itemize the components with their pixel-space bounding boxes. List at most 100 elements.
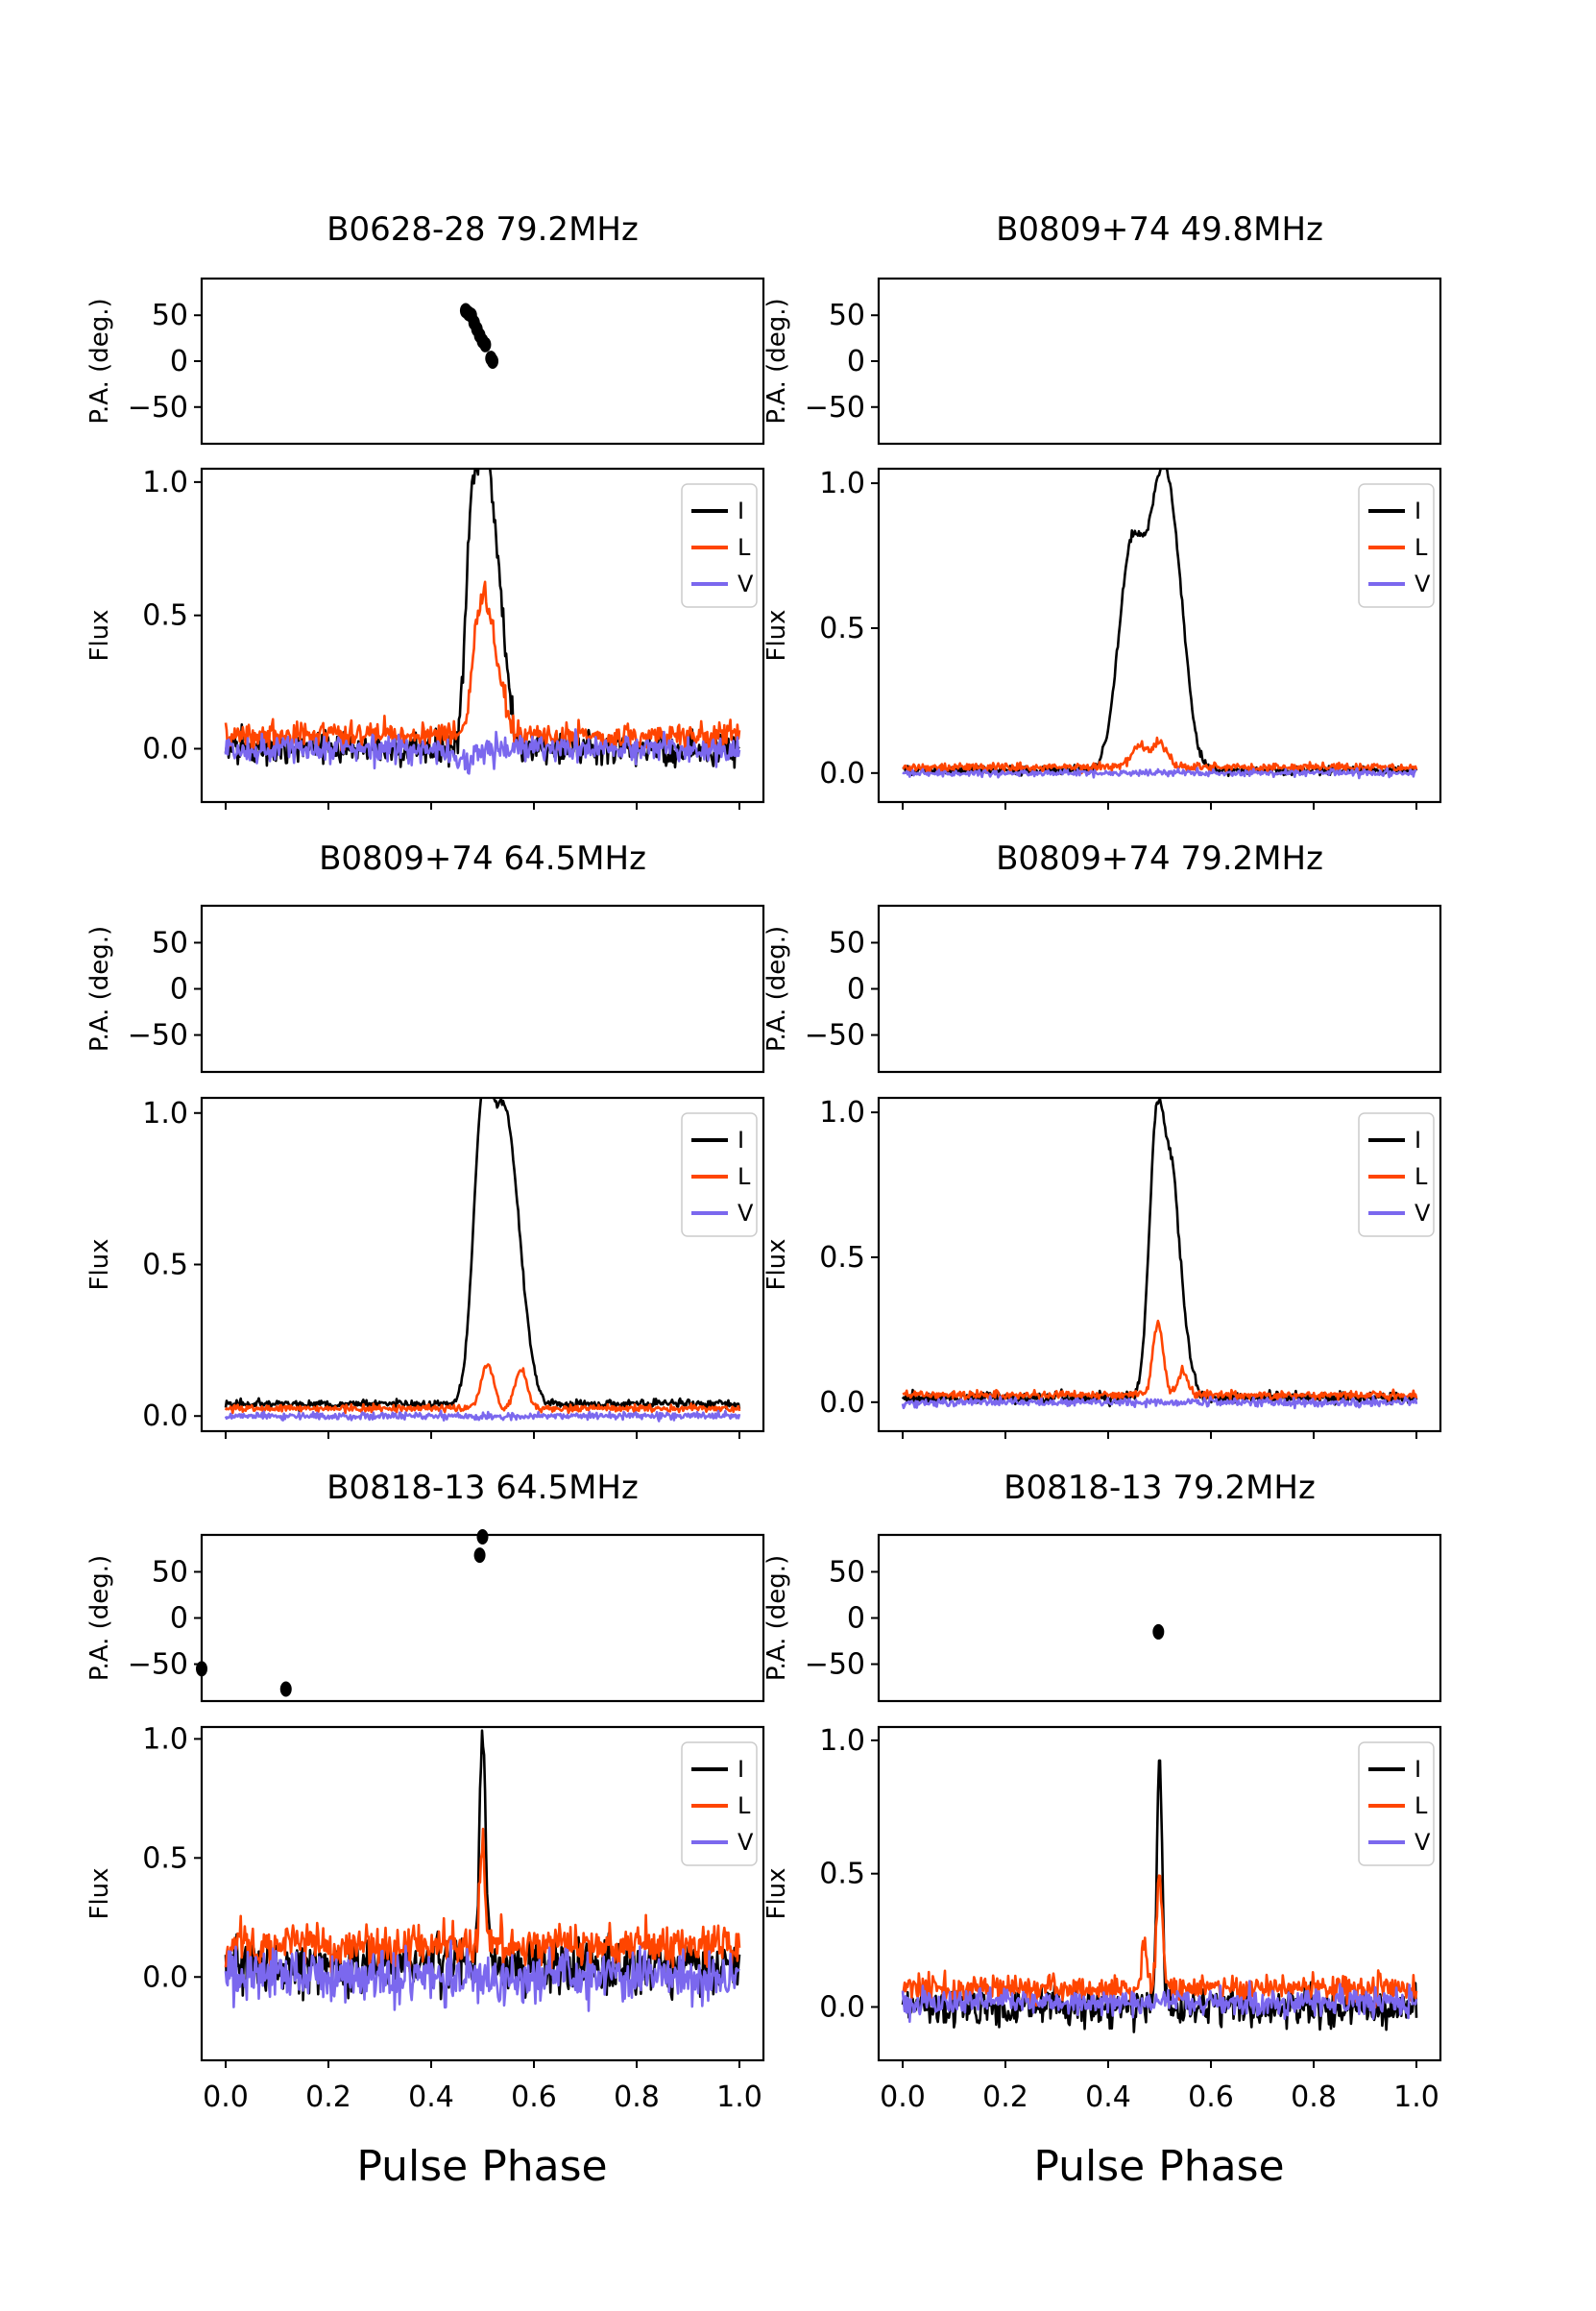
panel-1-legend-label-V: V xyxy=(738,571,754,597)
panel-2-legend-label-V: V xyxy=(1415,571,1431,597)
panel-6-flux-ytick-label: 1.0 xyxy=(819,1724,865,1758)
panel-6-pa-ytick-label: −50 xyxy=(805,1648,865,1682)
panel-6-pa-point xyxy=(1152,1623,1165,1640)
panel-3-flux-ylabel: Flux xyxy=(85,1238,114,1290)
panel-2: B0809+74 49.8MHz 50 0 −50 P.A. (deg.) 0.0 0.5 1… xyxy=(762,210,1442,810)
panel-6-flux-xtick-label: 1.0 xyxy=(1393,2080,1439,2114)
panel-2-series-V xyxy=(902,766,1417,780)
panel-1: B0628-28 79.2MHz 50 0 −50 P.A. (deg.) 0.0 0.5 1… xyxy=(85,210,765,810)
panel-6-pa-ytick-label: 0 xyxy=(847,1602,865,1636)
panel-2-flux-ytick-label: 0.0 xyxy=(819,757,865,791)
panel-4-flux-ytick-label: 0.5 xyxy=(819,1241,865,1275)
panel-6-flux-xtick-label: 0.0 xyxy=(880,2080,926,2114)
panel-1-pa-ytick-label: 50 xyxy=(152,299,188,332)
panel-3-series-L xyxy=(224,1363,741,1415)
panel-1-pa-point xyxy=(479,336,492,353)
panel-1-pa-ytick-label: −50 xyxy=(128,391,188,425)
panel-5-flux-xtick-label: 1.0 xyxy=(716,2080,762,2114)
panel-5-pa-ytick-label: 50 xyxy=(152,1555,188,1589)
panel-6-series-V xyxy=(901,1980,1418,2024)
panel-6-pa-ylabel: P.A. (deg.) xyxy=(762,1555,791,1681)
panel-3-flux-ytick-label: 0.5 xyxy=(142,1249,188,1282)
panel-2-pa-ytick-label: 0 xyxy=(847,345,865,378)
panel-5-flux-xtick-label: 0.8 xyxy=(614,2080,660,2114)
panel-1-series-L xyxy=(224,580,741,752)
x-axis-label-right: Pulse Phase xyxy=(1033,2142,1284,2191)
panel-5-flux-ytick-label: 1.0 xyxy=(142,1722,188,1756)
panel-5: B0818-13 64.5MHz 50 0 −50 P.A. (deg.) 0.0 0.5 1… xyxy=(85,1469,765,2114)
panel-6-flux-ylabel: Flux xyxy=(762,1867,791,1919)
panel-3-title: B0809+74 64.5MHz xyxy=(319,839,646,878)
panel-5-pa-ylabel: P.A. (deg.) xyxy=(85,1555,114,1681)
panel-5-pa-point xyxy=(196,1661,207,1677)
panel-6-flux-axes xyxy=(877,1725,1442,2062)
panel-1-series-V xyxy=(224,728,741,775)
panel-6-title: B0818-13 79.2MHz xyxy=(1004,1469,1316,1507)
panel-2-series-L xyxy=(902,736,1418,775)
panel-1-title: B0628-28 79.2MHz xyxy=(326,210,639,249)
panel-5-flux-xtick-label: 0.6 xyxy=(511,2080,557,2114)
x-axis-label-left: Pulse Phase xyxy=(356,2142,607,2191)
panel-5-flux-ytick-label: 0.5 xyxy=(142,1841,188,1875)
panel-2-legend-label-L: L xyxy=(1415,534,1428,561)
panel-4-pa-ytick-label: 50 xyxy=(829,926,865,960)
panel-4-title: B0809+74 79.2MHz xyxy=(996,839,1323,878)
panel-3-pa-ytick-label: 50 xyxy=(152,926,188,960)
panel-5-flux-xtick-label: 0.0 xyxy=(203,2080,249,2114)
panel-4-flux-axes xyxy=(877,1096,1442,1433)
panel-5-flux-ytick-label: 0.0 xyxy=(142,1960,188,1994)
panel-4-pa-ylabel: P.A. (deg.) xyxy=(762,926,791,1052)
panel-2-title: B0809+74 49.8MHz xyxy=(996,210,1323,249)
panel-5-pa-point xyxy=(476,1529,489,1545)
panel-6-flux-ytick-label: 0.0 xyxy=(819,1990,865,2024)
panel-3-flux-ytick-label: 0.0 xyxy=(142,1399,188,1433)
panel-3-pa-ytick-label: −50 xyxy=(128,1019,188,1053)
panel-3-legend-label-V: V xyxy=(738,1200,754,1227)
panel-3-series-V xyxy=(224,1409,741,1423)
panel-2-flux-ytick-label: 1.0 xyxy=(819,467,865,500)
panel-6-flux-xtick-label: 0.6 xyxy=(1188,2080,1234,2114)
panel-5-flux-axes xyxy=(200,1725,765,2062)
panel-6-flux-xtick-label: 0.8 xyxy=(1291,2080,1337,2114)
panel-1-pa-point xyxy=(487,353,499,369)
panel-4-flux-ylabel: Flux xyxy=(762,1238,791,1290)
panel-6-pa-ytick-label: 50 xyxy=(829,1555,865,1589)
panel-5-pa-ytick-label: −50 xyxy=(128,1648,188,1682)
panel-1-legend-label-I: I xyxy=(738,498,744,524)
panel-1-legend-label-L: L xyxy=(738,534,751,561)
panel-4-legend-label-I: I xyxy=(1415,1127,1421,1154)
panel-1-flux-ylabel: Flux xyxy=(85,609,114,661)
panel-6-flux-xtick-label: 0.4 xyxy=(1085,2080,1131,2114)
panel-4-series-L xyxy=(902,1319,1418,1402)
panel-3-pa-ylabel: P.A. (deg.) xyxy=(85,926,114,1052)
panel-5-flux-xtick-label: 0.2 xyxy=(305,2080,351,2114)
panel-2-pa-ytick-label: 50 xyxy=(829,299,865,332)
panel-6-legend-label-L: L xyxy=(1415,1792,1428,1819)
panel-3-pa-ytick-label: 0 xyxy=(170,973,188,1007)
panel-3-legend-label-I: I xyxy=(738,1127,744,1154)
panel-4: B0809+74 79.2MHz 50 0 −50 P.A. (deg.) 0.0 0.5 1… xyxy=(762,839,1442,1439)
panel-5-pa-point xyxy=(473,1547,486,1564)
panel-5-flux-xtick-label: 0.4 xyxy=(408,2080,454,2114)
panel-2-flux-ylabel: Flux xyxy=(762,609,791,661)
panel-4-legend-label-L: L xyxy=(1415,1163,1428,1190)
panel-4-pa-ytick-label: 0 xyxy=(847,973,865,1007)
panel-1-flux-ytick-label: 0.0 xyxy=(142,732,188,766)
panel-3-flux-ytick-label: 1.0 xyxy=(142,1097,188,1131)
panel-3-series-I xyxy=(224,1098,741,1412)
panel-2-pa-ylabel: P.A. (deg.) xyxy=(762,298,791,424)
panel-5-series-V xyxy=(224,1939,740,2012)
panel-5-flux-ylabel: Flux xyxy=(85,1867,114,1919)
panel-4-pa-ytick-label: −50 xyxy=(805,1019,865,1053)
panel-2-legend-label-I: I xyxy=(1415,498,1421,524)
panel-6: B0818-13 79.2MHz 50 0 −50 P.A. (deg.) 0.0 0.5 1… xyxy=(762,1469,1442,2114)
panel-6-series-L xyxy=(901,1874,1418,2009)
panel-4-legend-label-V: V xyxy=(1415,1200,1431,1227)
panel-4-flux-ytick-label: 1.0 xyxy=(819,1096,865,1130)
panel-6-legend-label-I: I xyxy=(1415,1756,1421,1783)
panel-3-legend-label-L: L xyxy=(738,1163,751,1190)
panel-2-pa-ytick-label: −50 xyxy=(805,391,865,425)
panel-1-pa-ylabel: P.A. (deg.) xyxy=(85,298,114,424)
panel-5-legend-label-V: V xyxy=(738,1829,754,1856)
panel-4-series-V xyxy=(901,1395,1418,1410)
